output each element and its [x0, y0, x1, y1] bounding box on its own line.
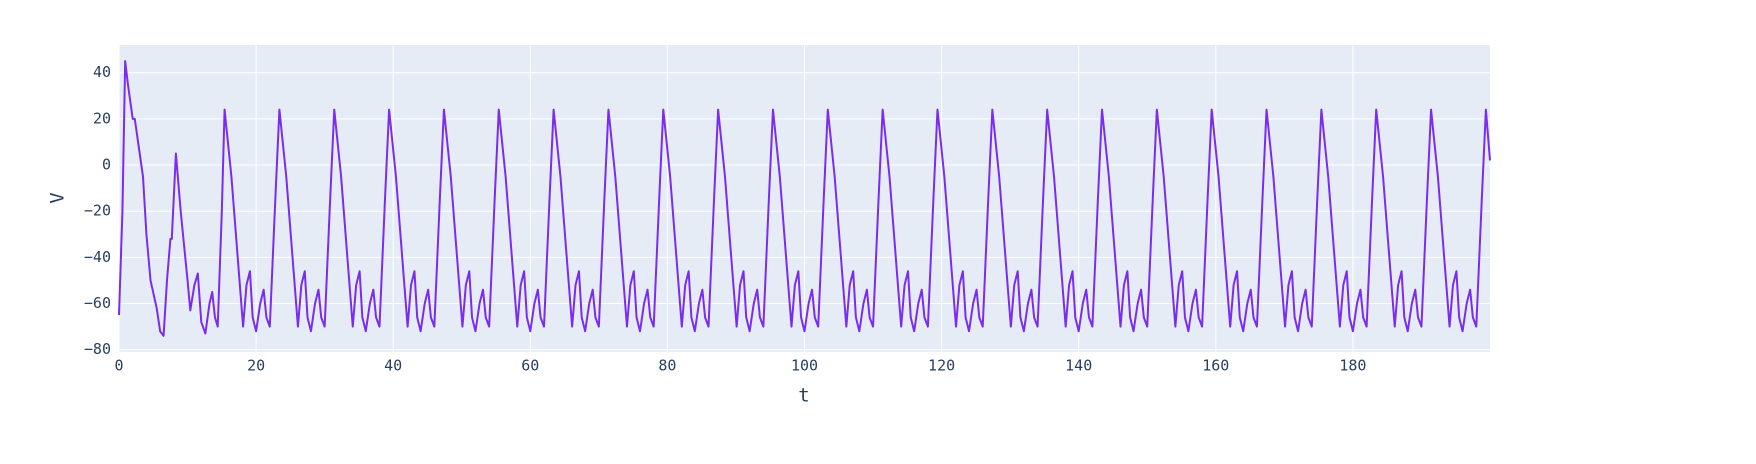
x-tick-label: 120 — [928, 357, 955, 375]
y-axis-title: V — [47, 192, 69, 203]
x-tick-label: 0 — [114, 357, 123, 375]
y-tick-label: −40 — [84, 248, 111, 266]
y-tick-label: 0 — [102, 156, 111, 174]
x-tick-label: 160 — [1202, 357, 1229, 375]
x-tick-label: 20 — [247, 357, 265, 375]
y-tick-label: −20 — [84, 202, 111, 220]
x-tick-label: 100 — [791, 357, 818, 375]
data-line — [118, 60, 1491, 337]
y-tick-label: 40 — [93, 63, 111, 81]
y-tick-label: −60 — [84, 294, 111, 312]
x-tick-label: 180 — [1339, 357, 1366, 375]
x-tick-label: 40 — [384, 357, 402, 375]
x-axis-title: t — [798, 385, 809, 407]
x-tick-label: 60 — [521, 357, 539, 375]
x-tick-label: 140 — [1065, 357, 1092, 375]
x-tick-label: 80 — [658, 357, 676, 375]
y-tick-label: 20 — [93, 109, 111, 127]
y-tick-label: −80 — [84, 340, 111, 358]
